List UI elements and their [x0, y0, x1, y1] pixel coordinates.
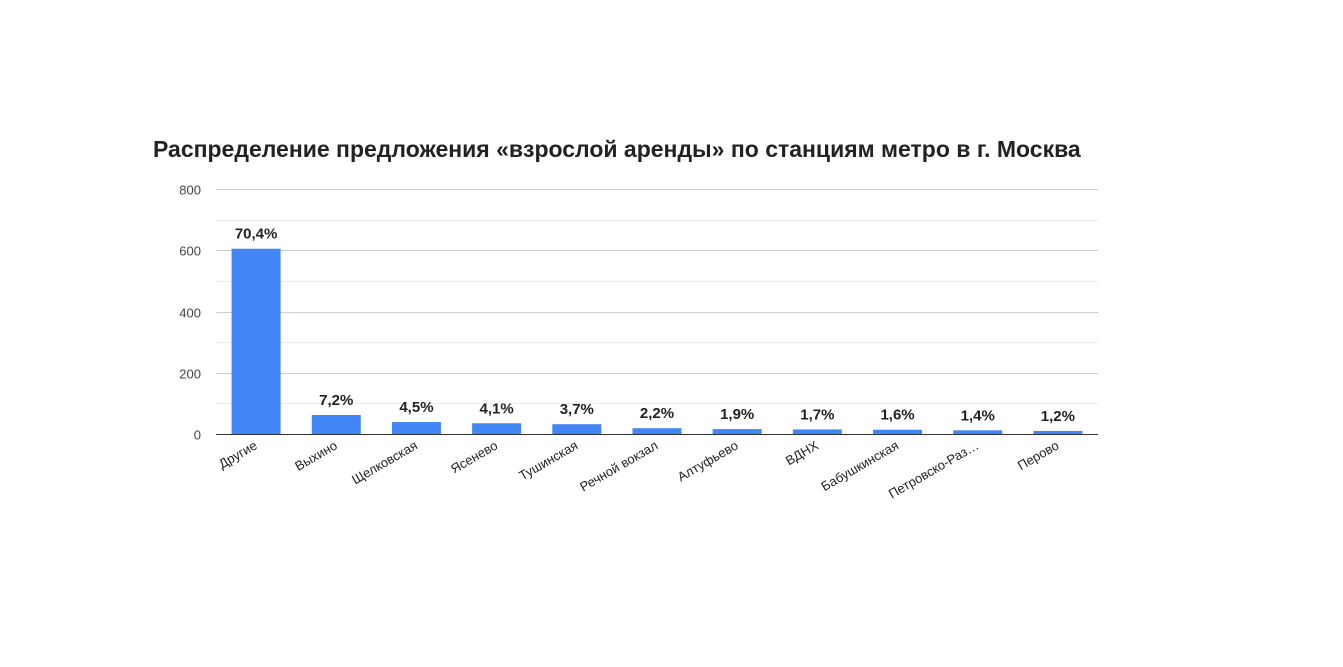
- y-tick-label: 800: [179, 183, 201, 198]
- data-label: 3,7%: [560, 401, 594, 418]
- x-tick-label: Другие: [216, 438, 260, 472]
- bar: [311, 415, 361, 434]
- bars: [231, 248, 1083, 434]
- bar: [1033, 430, 1083, 434]
- y-tick-label: 400: [179, 306, 201, 321]
- x-tick-label: ВДНХ: [783, 437, 821, 468]
- bar: [873, 429, 923, 434]
- data-label: 1,6%: [880, 407, 914, 424]
- data-label: 7,2%: [319, 392, 353, 409]
- x-tick-label: Алтуфьево: [675, 438, 741, 485]
- data-label: 2,2%: [640, 405, 674, 422]
- y-tick-label: 600: [179, 244, 201, 259]
- bar: [632, 428, 682, 434]
- bar: [792, 429, 842, 434]
- bar: [712, 429, 762, 434]
- y-tick-label: 0: [194, 428, 201, 443]
- chart-title: Распределение предложения «взрослой арен…: [153, 136, 1081, 162]
- data-label: 4,1%: [480, 400, 514, 417]
- bar: [552, 424, 602, 434]
- bar: [391, 422, 441, 434]
- x-axis-ticks: Другие Выхино Щелковская Ясенево ТушинскаяРе…: [216, 437, 1061, 501]
- data-label: 1,9%: [720, 406, 754, 423]
- data-label: 1,4%: [961, 407, 995, 424]
- data-label: 1,7%: [800, 406, 834, 423]
- x-tick-label: Выхино: [292, 438, 339, 474]
- grid-lines: [216, 189, 1098, 404]
- x-tick-label: Петровско-Раз…: [886, 438, 981, 502]
- data-label: 4,5%: [399, 399, 433, 416]
- y-tick-label: 200: [179, 367, 201, 382]
- bar: [953, 430, 1003, 434]
- x-tick-label: Бабушкинская: [818, 438, 901, 494]
- bar: [472, 423, 522, 434]
- x-tick-label: Щелковская: [349, 438, 420, 488]
- data-label: 70,4%: [235, 226, 278, 243]
- x-tick-label: Перово: [1015, 438, 1061, 474]
- data-label: 1,2%: [1041, 408, 1075, 425]
- data-labels: 70,4% 7,2% 4,5% 4,1% 3,7% 2,2% 1,9% 1,7% 1,6% 1,4…: [235, 226, 1075, 425]
- y-axis-ticks: 0 200 400 600 800: [179, 183, 201, 443]
- x-tick-label: Ясенево: [448, 438, 500, 477]
- x-tick-label: Речной вокзал: [577, 438, 660, 495]
- x-tick-label: Тушинская: [516, 438, 580, 484]
- bar: [231, 248, 281, 434]
